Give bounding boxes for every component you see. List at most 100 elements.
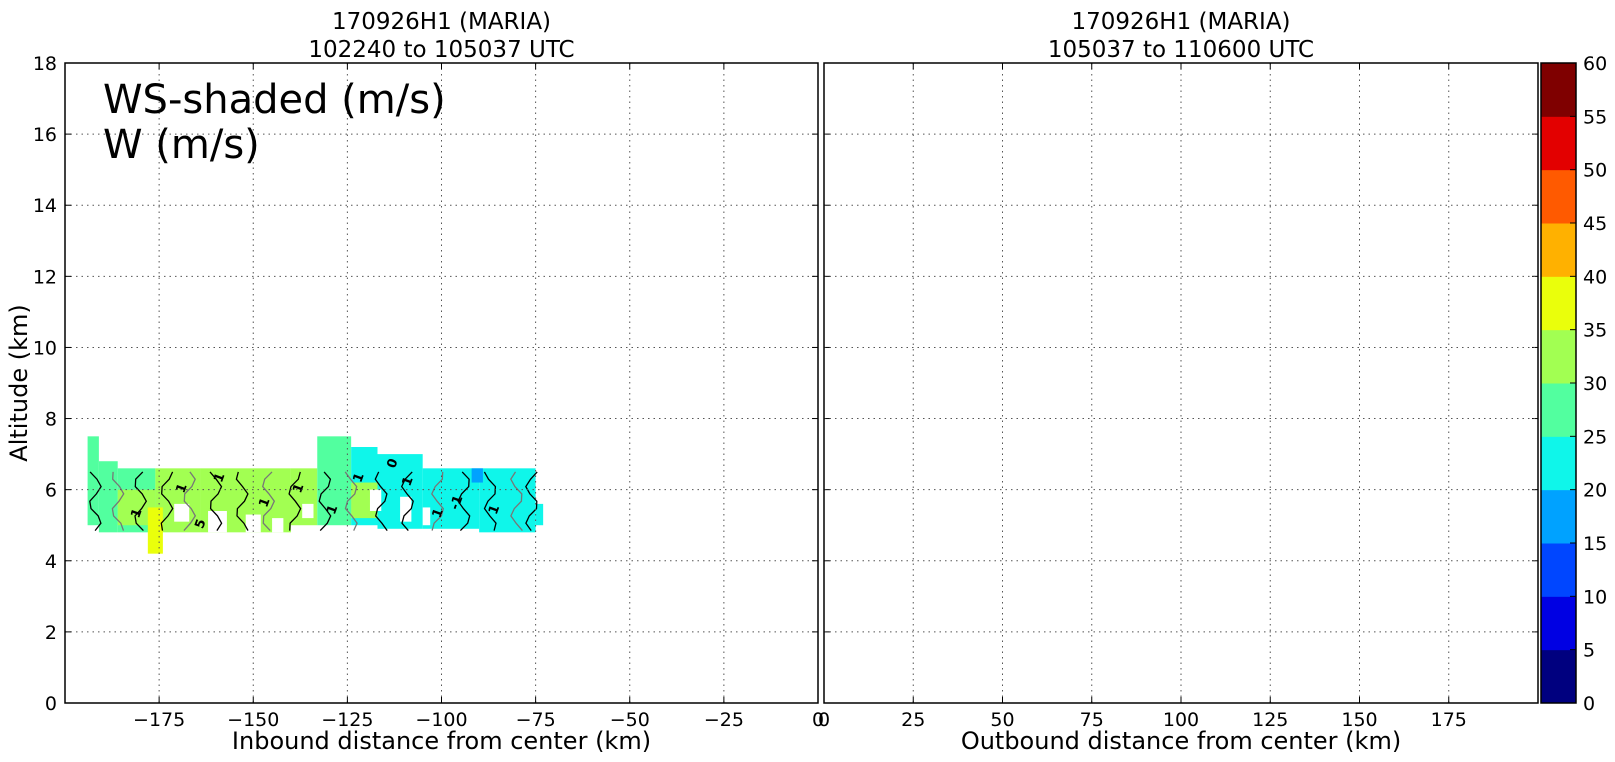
colorbar-band [1541, 596, 1576, 651]
colorbar-ticks: 0 5 10 15 20 25 30 35 40 45 50 55 60 [1570, 53, 1607, 715]
inbound-title-line-2: 102240 to 105037 UTC [308, 37, 574, 63]
colorbar-tick-label: 30 [1583, 373, 1607, 395]
contour-line [431, 471, 445, 531]
shaded-cell [317, 436, 352, 526]
colorbar-tick-label: 20 [1583, 480, 1607, 502]
contour-line [288, 471, 302, 531]
annotation-w: W (m/s) [103, 122, 260, 168]
colorbar-band [1541, 276, 1576, 331]
contour-label: -1 [448, 493, 467, 512]
colorbar-tick-label: 45 [1583, 213, 1607, 235]
inbound-title-line-1: 170926H1 (MARIA) [332, 9, 551, 35]
outbound-title-line-2: 105037 to 110600 UTC [1048, 37, 1314, 63]
altitude-ticks: 0 2 4 6 8 10 12 14 16 18 [33, 53, 1538, 715]
contour-line [483, 471, 497, 531]
colorbar-band [1541, 169, 1576, 224]
colorbar-bands [1541, 63, 1576, 704]
inbound-grid [65, 63, 818, 703]
colorbar-tick-label: 5 [1583, 640, 1595, 662]
missing-data-gap [422, 507, 431, 526]
shaded-cell [147, 507, 163, 554]
colorbar-band [1541, 543, 1576, 597]
contour-line [89, 471, 102, 532]
colorbar-tick-label: 60 [1583, 53, 1607, 75]
x-tick-label: 50 [990, 709, 1014, 731]
colorbar-tick-label: 40 [1583, 266, 1607, 288]
outbound-x-axis-label: Outbound distance from center (km) [961, 727, 1401, 755]
y-tick-label: 14 [33, 195, 57, 217]
outbound-panel: 170926H1 (MARIA) 105037 to 110600 UTC 0 2… [818, 9, 1539, 755]
x-tick-label: 175 [1431, 709, 1467, 731]
contour-line [261, 471, 276, 532]
colorbar-band [1541, 223, 1576, 277]
contour-line [374, 471, 388, 531]
annotation-ws-shaded: WS-shaded (m/s) [103, 77, 446, 123]
y-tick-label: 16 [33, 124, 57, 146]
colorbar-tick-label: 35 [1583, 320, 1607, 342]
contour-line [111, 471, 125, 531]
y-tick-label: 2 [45, 622, 57, 644]
colorbar-tick-label: 0 [1583, 693, 1595, 715]
colorbar-band [1541, 329, 1576, 384]
x-tick-label: 0 [812, 709, 824, 731]
colorbar-band [1541, 63, 1576, 117]
missing-data-gap [174, 503, 190, 522]
x-tick-label: −75 [516, 709, 556, 731]
shaded-cell [98, 461, 118, 533]
colorbar-band [1541, 436, 1576, 491]
inbound-plot-frame [64, 62, 819, 704]
colorbar-band [1541, 649, 1576, 704]
x-tick-label: 150 [1341, 709, 1377, 731]
y-tick-label: 8 [45, 409, 57, 431]
shaded-cell [264, 486, 299, 519]
outbound-grid [824, 63, 1538, 703]
y-tick-label: 12 [33, 266, 57, 288]
colorbar-tick-label: 25 [1583, 426, 1607, 448]
x-tick-label: −125 [321, 709, 373, 731]
inbound-panel: 170926H1 (MARIA) 102240 to 105037 UTC 11… [5, 9, 1538, 755]
y-tick-label: 0 [45, 693, 57, 715]
colorbar-band [1541, 383, 1576, 437]
altitude-axis-label: Altitude (km) [5, 304, 33, 461]
missing-data-gap [400, 496, 412, 522]
missing-data-gap [245, 514, 261, 533]
colorbar-tick-label: 10 [1583, 586, 1607, 608]
x-tick-label: −100 [415, 709, 467, 731]
contour-line [344, 471, 358, 531]
missing-data-gap [369, 489, 382, 511]
outbound-title-line-1: 170926H1 (MARIA) [1071, 9, 1290, 35]
x-tick-label: −175 [133, 709, 185, 731]
x-tick-label: −150 [227, 709, 279, 731]
shaded-cell [87, 436, 99, 526]
x-tick-label: −25 [704, 709, 744, 731]
y-tick-label: 4 [45, 551, 57, 573]
contour-line [318, 471, 332, 532]
shaded-cell [535, 503, 544, 526]
outbound-x-ticks: 0 25 50 75 100 125 150 175 [818, 63, 1467, 731]
y-tick-label: 10 [33, 337, 57, 359]
x-tick-label: 100 [1163, 709, 1199, 731]
contour-line [400, 471, 414, 532]
outbound-plot-frame [823, 62, 1539, 704]
contour-line [510, 471, 523, 532]
contour-line [209, 471, 223, 531]
missing-data-gap [272, 518, 284, 533]
wind-speed-shading [87, 436, 544, 554]
shaded-cell [471, 468, 483, 483]
missing-data-gap [208, 511, 227, 533]
x-tick-label: 25 [901, 709, 925, 731]
contour-line [160, 471, 174, 531]
x-tick-label: 0 [818, 709, 830, 731]
shaded-cell [422, 468, 480, 529]
contour-line [525, 471, 538, 531]
y-tick-label: 6 [45, 480, 57, 502]
colorbar-band [1541, 116, 1576, 171]
inbound-x-ticks: −175 −150 −125 −100 −75 −50 −25 0 [133, 63, 824, 731]
colorbar-tick-label: 55 [1583, 106, 1607, 128]
contour-line [235, 471, 249, 531]
x-tick-label: −50 [610, 709, 650, 731]
colorbar-tick-label: 50 [1583, 160, 1607, 182]
contour-line [134, 471, 148, 532]
